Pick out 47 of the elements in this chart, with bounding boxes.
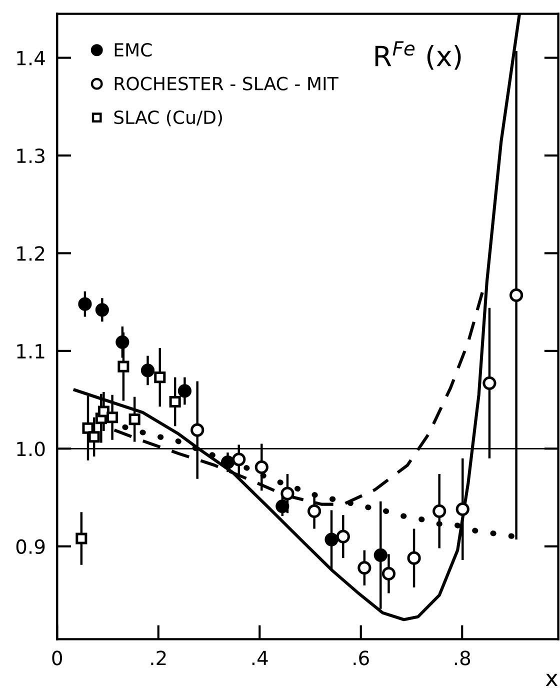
point bbox=[116, 335, 130, 349]
point bbox=[106, 412, 118, 424]
point bbox=[307, 504, 322, 518]
point bbox=[324, 532, 338, 546]
y-tick-label: 1.2 bbox=[17, 246, 44, 261]
x-tick-label: 0 bbox=[52, 650, 62, 666]
y-tick-label: 1.1 bbox=[17, 344, 44, 358]
point bbox=[407, 551, 421, 565]
point bbox=[456, 502, 470, 516]
x-tick-label: .8 bbox=[454, 650, 470, 666]
point bbox=[276, 499, 290, 514]
point bbox=[280, 486, 294, 500]
point bbox=[76, 532, 88, 544]
point bbox=[382, 566, 396, 581]
point bbox=[432, 504, 446, 518]
legend-label: EMC bbox=[114, 43, 152, 57]
x-tick-label: .6 bbox=[354, 650, 369, 666]
point bbox=[78, 297, 92, 311]
point bbox=[98, 406, 110, 418]
y-tick-label: 1.3 bbox=[17, 148, 44, 164]
annotation: R$^{Fe}$ (x) bbox=[375, 41, 461, 70]
point bbox=[128, 414, 140, 426]
point bbox=[95, 303, 109, 317]
x-tick-label: .4 bbox=[252, 650, 268, 666]
y-tick-label: 1.4 bbox=[17, 51, 45, 66]
point bbox=[220, 456, 235, 470]
x-axis-title: x bbox=[546, 674, 558, 686]
point bbox=[232, 452, 246, 466]
point bbox=[374, 548, 388, 562]
y-tick-label: 0.9 bbox=[16, 539, 45, 554]
point bbox=[82, 422, 94, 434]
legend-label: ROCHESTER - SLAC - MIT bbox=[114, 76, 338, 90]
legend-label: SLAC (Cu/D) bbox=[114, 110, 222, 126]
point bbox=[88, 431, 100, 443]
point bbox=[190, 423, 204, 437]
point bbox=[154, 372, 166, 384]
y-tick-label: 1.0 bbox=[17, 442, 45, 456]
point bbox=[358, 561, 372, 575]
point bbox=[169, 396, 181, 408]
point bbox=[118, 360, 130, 372]
point bbox=[482, 376, 496, 390]
point bbox=[254, 460, 268, 474]
x-tick-label: .2 bbox=[151, 650, 166, 666]
point bbox=[509, 288, 524, 302]
point bbox=[140, 364, 155, 378]
point bbox=[178, 384, 192, 398]
point bbox=[336, 530, 350, 544]
